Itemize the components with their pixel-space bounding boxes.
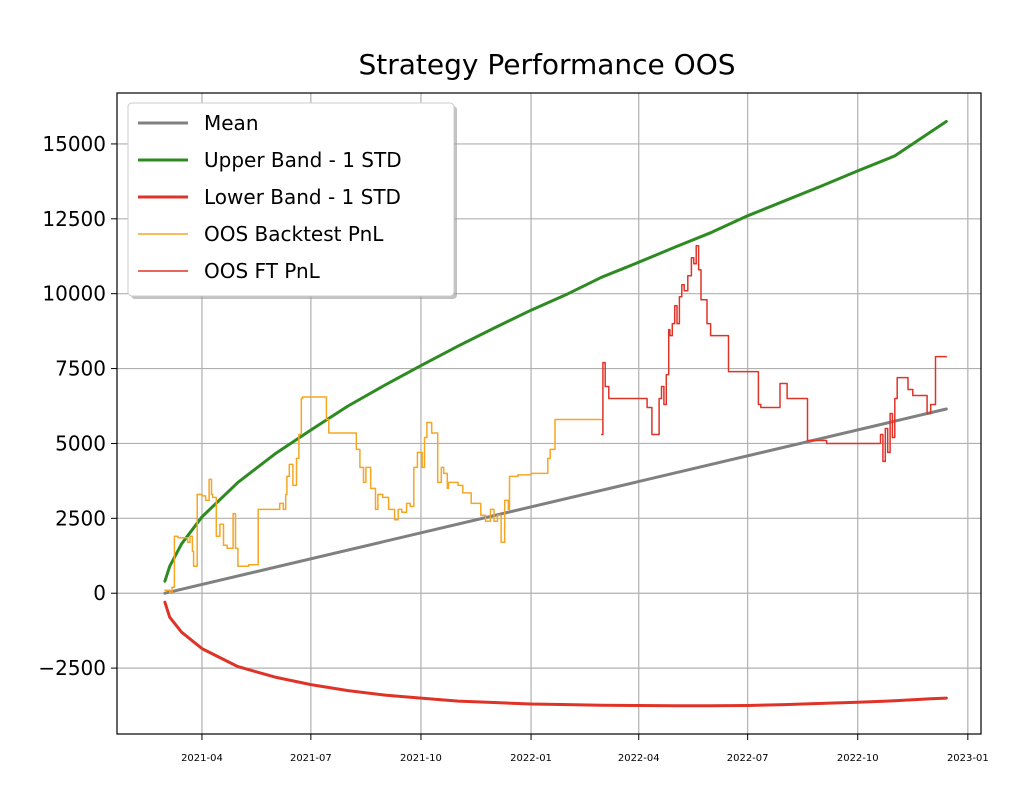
series-line-upper-band-1-std bbox=[163, 120, 948, 583]
y-tick-label: 5000 bbox=[55, 431, 106, 455]
legend-label: OOS FT PnL bbox=[204, 259, 321, 283]
x-tick-label: 2022-07 bbox=[727, 753, 769, 764]
x-tick-label: 2022-10 bbox=[837, 753, 879, 764]
series-lines bbox=[163, 120, 948, 708]
legend-label: Mean bbox=[204, 111, 259, 135]
y-tick-label: 7500 bbox=[55, 357, 106, 381]
series-line-oos-ft-pnl bbox=[600, 245, 948, 463]
legend-box bbox=[127, 102, 455, 297]
legend-label: Upper Band - 1 STD bbox=[204, 148, 402, 172]
chart-title: Strategy Performance OOS bbox=[358, 48, 735, 81]
x-tick-label: 2021-04 bbox=[181, 753, 223, 764]
legend: Mean Upper Band - 1 STD Lower Band - 1 STD… bbox=[127, 102, 457, 299]
series-line-oos-backtest-pnl bbox=[164, 396, 603, 594]
y-tick-label: 0 bbox=[93, 581, 106, 605]
x-tick-label: 2023-01 bbox=[947, 753, 989, 764]
x-tick-label: 2021-07 bbox=[290, 753, 332, 764]
legend-label: Lower Band - 1 STD bbox=[204, 185, 401, 209]
y-tick-label: 15000 bbox=[42, 132, 106, 156]
plot-frame bbox=[116, 92, 982, 735]
y-tick-label: 2500 bbox=[55, 506, 106, 530]
legend-label: OOS Backtest PnL bbox=[204, 222, 384, 246]
x-tick-label: 2022-04 bbox=[618, 753, 660, 764]
series-line-lower-band-1-std bbox=[163, 600, 948, 708]
y-tick-label: 10000 bbox=[42, 282, 106, 306]
series-line-mean bbox=[163, 407, 948, 595]
x-tick-label: 2021-10 bbox=[400, 753, 442, 764]
y-tick-label: −2500 bbox=[38, 656, 106, 680]
x-tick-label: 2022-01 bbox=[510, 753, 552, 764]
y-tick-label: 12500 bbox=[42, 207, 106, 231]
axis-ticks: 2021-04 2021-07 2021-10 2022-01 2022-04 2022-… bbox=[38, 132, 988, 764]
